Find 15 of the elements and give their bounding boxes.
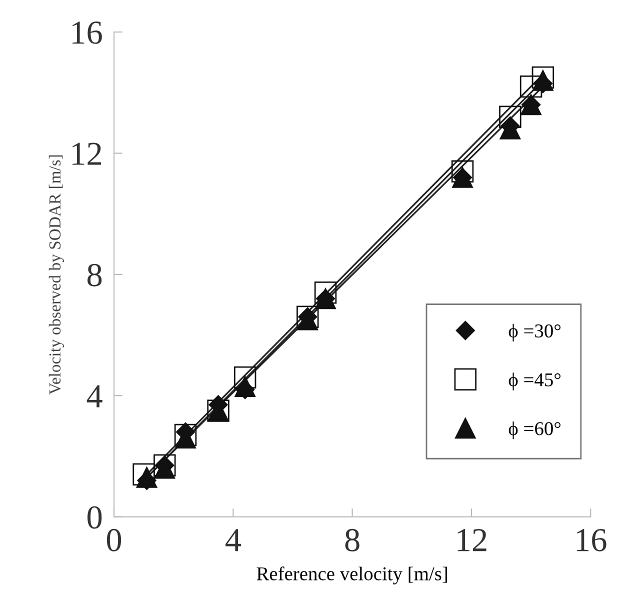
legend-label: ϕ =60° — [508, 422, 560, 440]
y-tick-label: 16 — [72, 22, 102, 44]
x-tick-label: 12 — [458, 528, 486, 552]
x-tick-label: 16 — [576, 528, 606, 552]
x-tick-label: 8 — [345, 528, 360, 552]
x-tick-label: 0 — [106, 528, 122, 552]
y-tick-label: 4 — [86, 385, 102, 408]
legend-label: ϕ =30° — [508, 324, 560, 342]
legend-label: ϕ =45° — [508, 372, 560, 390]
x-axis-title: Reference velocity [m/s] — [256, 566, 447, 584]
y-tick-label: 0 — [88, 506, 102, 529]
x-tick-label: 4 — [225, 529, 241, 552]
y-tick-label: 8 — [88, 264, 102, 286]
y-tick-label: 12 — [72, 142, 102, 165]
y-axis-title: Velocity observed by SODAR [m/s] — [48, 155, 64, 395]
